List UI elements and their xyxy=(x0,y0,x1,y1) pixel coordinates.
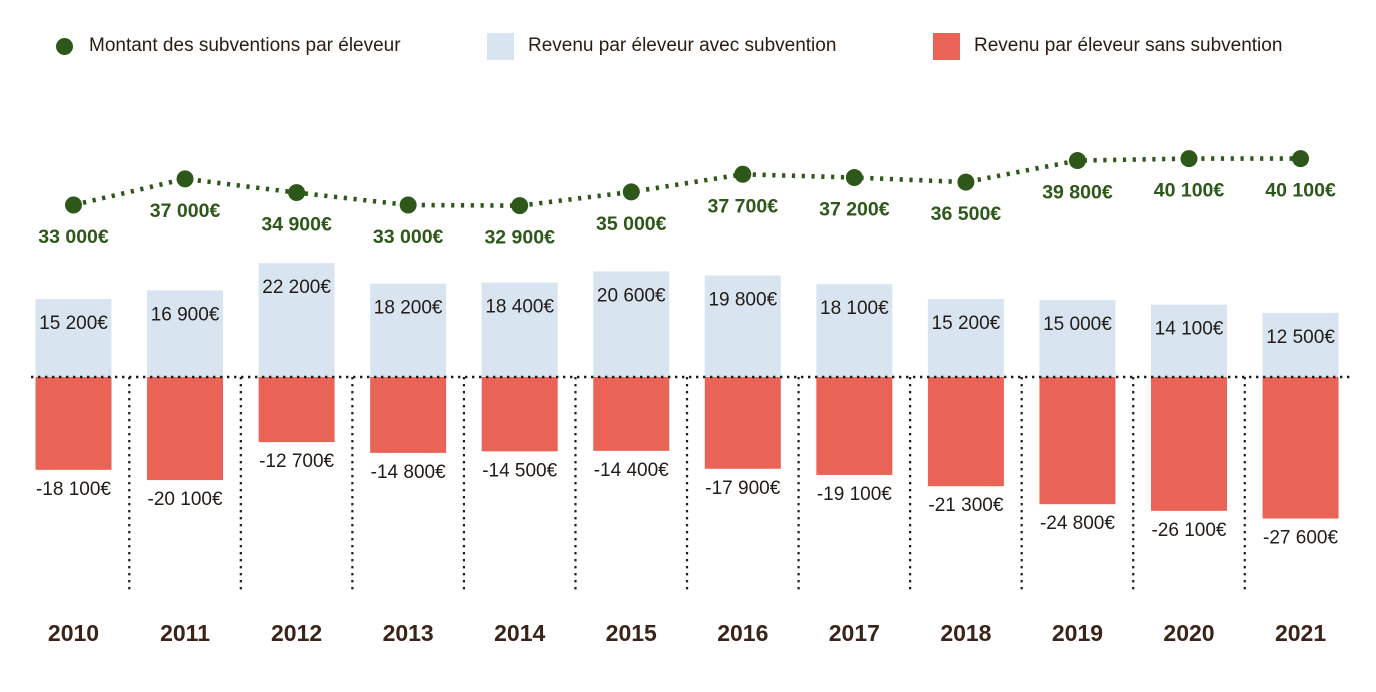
bar-income-with-subsidy xyxy=(1039,300,1116,377)
bar-value-label-with-subsidy: 12 500€ xyxy=(1266,327,1335,348)
bar-value-label-with-subsidy: 16 900€ xyxy=(151,304,220,325)
bar-income-without-subsidy xyxy=(927,377,1004,487)
legend-label: Revenu par éleveur avec subvention xyxy=(528,35,837,56)
legend-label: Montant des subventions par éleveur xyxy=(89,35,401,56)
bar-income-with-subsidy xyxy=(927,299,1004,377)
subsidy-value-label: 36 500€ xyxy=(931,203,1002,225)
subsidy-marker xyxy=(176,170,194,188)
bar-income-with-subsidy xyxy=(35,299,112,377)
bar-income-without-subsidy xyxy=(35,377,112,470)
bar-value-label-without-subsidy: -20 100€ xyxy=(148,489,223,510)
bar-value-label-with-subsidy: 18 200€ xyxy=(374,298,443,319)
bar-income-with-subsidy xyxy=(593,271,670,377)
year-label: 2013 xyxy=(383,620,434,646)
legend-blue-swatch xyxy=(487,32,514,60)
bar-value-label-without-subsidy: -17 900€ xyxy=(705,478,780,499)
bar-value-label-with-subsidy: 18 400€ xyxy=(485,297,554,318)
year-label: 2011 xyxy=(160,620,210,646)
bar-value-label-with-subsidy: 15 000€ xyxy=(1043,314,1112,335)
legend-dot-swatch xyxy=(56,37,73,55)
year-label: 2019 xyxy=(1052,620,1103,646)
bar-income-without-subsidy xyxy=(593,377,670,451)
subsidy-marker xyxy=(845,169,863,187)
bar-value-label-with-subsidy: 14 100€ xyxy=(1155,319,1224,340)
bar-income-with-subsidy xyxy=(481,282,558,377)
year-label: 2020 xyxy=(1163,620,1214,646)
year-label: 2021 xyxy=(1275,620,1326,646)
legend-label: Revenu par éleveur sans subvention xyxy=(974,35,1283,56)
year-label: 2017 xyxy=(829,620,880,646)
subsidy-line xyxy=(72,156,1301,208)
year-label: 2018 xyxy=(940,620,991,646)
bar-income-without-subsidy xyxy=(704,377,781,469)
subsidy-value-label: 39 800€ xyxy=(1042,182,1113,204)
subsidy-value-label: 32 900€ xyxy=(484,227,555,249)
subsidy-marker xyxy=(734,165,752,183)
bar-value-label-with-subsidy: 22 200€ xyxy=(262,277,331,298)
subsidy-marker xyxy=(399,196,417,214)
bar-value-label-without-subsidy: -12 700€ xyxy=(259,451,334,472)
subsidy-value-label: 37 700€ xyxy=(708,195,779,217)
year-label: 2015 xyxy=(606,620,657,646)
bar-value-label-without-subsidy: -14 800€ xyxy=(371,462,446,483)
subsidy-marker xyxy=(1068,152,1086,170)
bar-income-with-subsidy xyxy=(258,263,335,377)
bar-value-label-with-subsidy: 20 600€ xyxy=(597,285,666,306)
subsidy-value-label: 37 000€ xyxy=(150,200,221,222)
legend-item-income-with-subsidy: Revenu par éleveur avec subvention xyxy=(487,31,836,61)
bar-income-with-subsidy xyxy=(370,283,447,377)
bar-value-label-without-subsidy: -24 800€ xyxy=(1040,513,1115,534)
bar-income-without-subsidy xyxy=(1262,377,1339,519)
subsidy-marker xyxy=(65,196,82,214)
bar-income-without-subsidy xyxy=(258,377,335,443)
bar-income-without-subsidy xyxy=(481,377,558,452)
bar-value-label-without-subsidy: -26 100€ xyxy=(1151,520,1226,541)
bar-value-label-with-subsidy: 15 200€ xyxy=(39,313,108,334)
bar-value-label-without-subsidy: -18 100€ xyxy=(36,479,111,500)
subsidy-marker xyxy=(957,173,975,191)
subsidy-value-label: 40 100€ xyxy=(1265,180,1336,202)
legend-item-income-without-subsidy: Revenu par éleveur sans subvention xyxy=(933,31,1282,61)
subsidy-marker xyxy=(1292,150,1310,168)
bar-income-with-subsidy xyxy=(147,290,224,377)
subsidy-value-label: 40 100€ xyxy=(1154,180,1225,202)
subsidy-marker xyxy=(288,184,306,202)
bar-income-without-subsidy xyxy=(370,377,447,453)
bar-income-without-subsidy xyxy=(1039,377,1116,505)
bar-value-label-with-subsidy: 19 800€ xyxy=(708,289,777,310)
bar-value-label-without-subsidy: -27 600€ xyxy=(1263,528,1338,549)
bar-value-label-without-subsidy: -19 100€ xyxy=(817,484,892,505)
subsidy-marker xyxy=(1180,150,1198,168)
subsidy-value-label: 34 900€ xyxy=(261,214,332,236)
bar-income-with-subsidy xyxy=(704,275,781,377)
subsidy-marker xyxy=(511,197,529,215)
bar-income-with-subsidy xyxy=(816,284,893,377)
bar-value-label-without-subsidy: -14 500€ xyxy=(482,460,557,481)
year-label: 2010 xyxy=(48,620,99,646)
bar-income-without-subsidy xyxy=(816,377,893,475)
bar-value-label-without-subsidy: -21 300€ xyxy=(928,495,1003,516)
legend-item-subsidy-line: Montant des subventions par éleveur xyxy=(56,31,401,61)
bar-income-without-subsidy xyxy=(147,377,224,481)
bar-value-label-with-subsidy: 15 200€ xyxy=(932,313,1001,334)
bar-income-with-subsidy xyxy=(1262,312,1339,377)
legend-red-swatch xyxy=(933,32,960,60)
year-label: 2012 xyxy=(271,620,322,646)
bar-income-with-subsidy xyxy=(1151,304,1227,377)
year-label: 2014 xyxy=(494,620,545,646)
bar-value-label-with-subsidy: 18 100€ xyxy=(820,298,889,319)
bar-value-label-without-subsidy: -14 400€ xyxy=(594,460,669,481)
subsidy-value-label: 33 000€ xyxy=(38,226,109,248)
year-label: 2016 xyxy=(717,620,768,646)
subsidy-marker xyxy=(622,183,640,201)
subsidy-value-label: 33 000€ xyxy=(373,226,444,248)
subsidy-value-label: 35 000€ xyxy=(596,213,667,235)
subsidy-value-label: 37 200€ xyxy=(819,199,890,221)
bar-income-without-subsidy xyxy=(1151,377,1227,511)
